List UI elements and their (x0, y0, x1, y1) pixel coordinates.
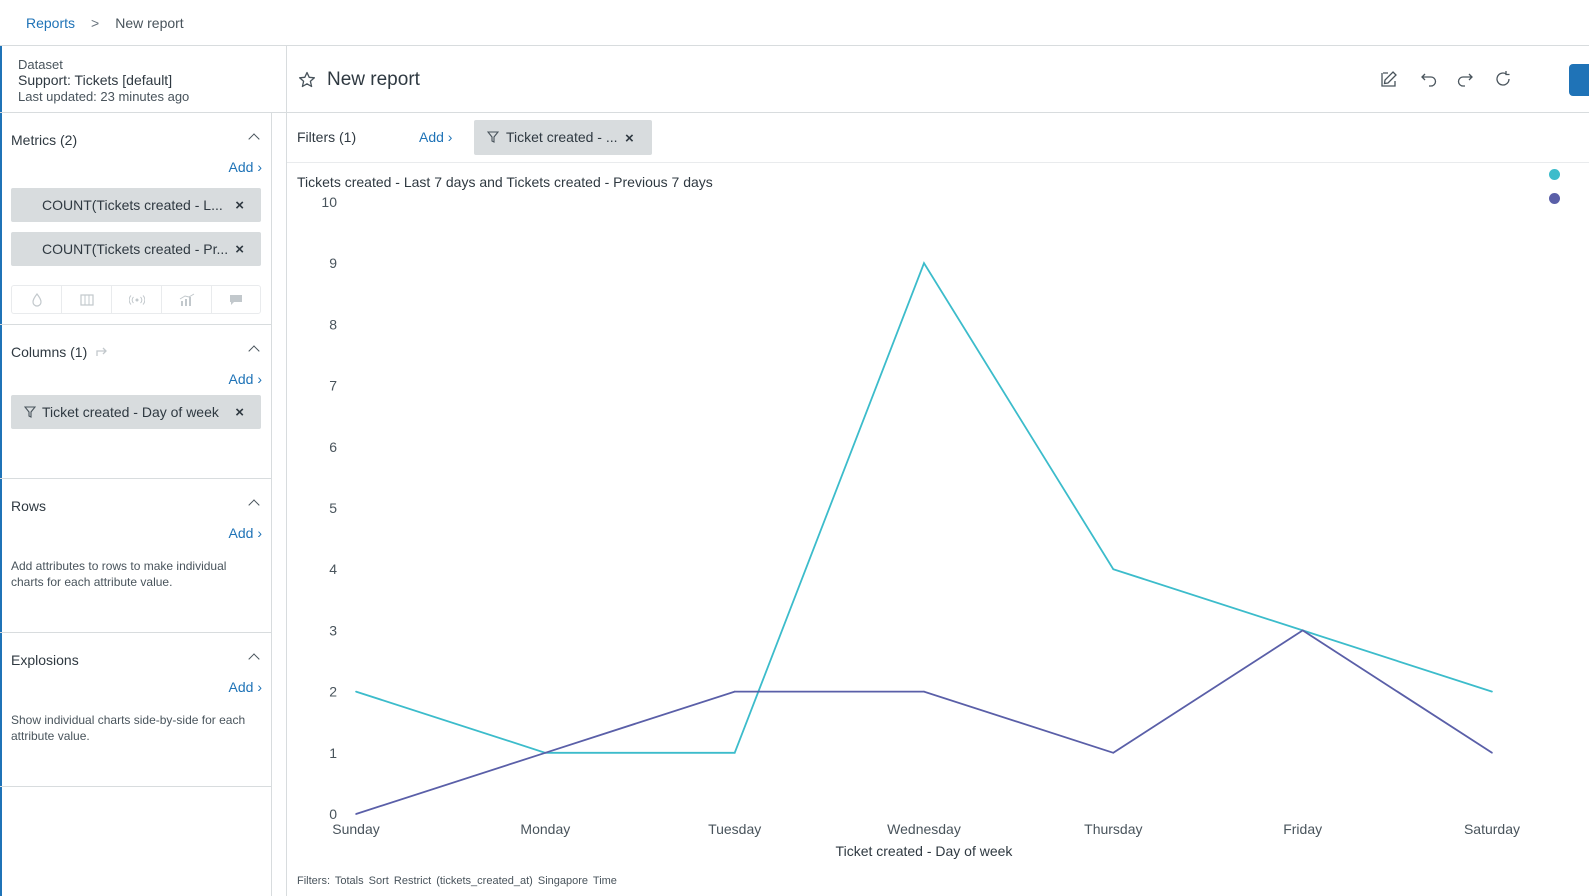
data-point (1491, 752, 1493, 754)
edit-icon[interactable] (1380, 70, 1398, 88)
breadcrumb-current: New report (115, 14, 184, 31)
columns-icon[interactable] (61, 285, 111, 314)
filter-pill-label: Ticket created - ... (506, 129, 618, 145)
x-tick-label: Friday (1283, 821, 1322, 837)
filters-bar: Filters (1) Add › Ticket created - ... × (287, 113, 1589, 163)
sidebar-divider (272, 113, 287, 896)
comment-icon[interactable] (211, 285, 261, 314)
y-tick-label: 1 (329, 745, 337, 761)
metric-pill-label: COUNT(Tickets created - Pr... (42, 241, 229, 257)
remove-icon[interactable]: × (235, 404, 244, 421)
y-tick-label: 4 (329, 561, 337, 577)
rows-add-button[interactable]: Add › (228, 525, 262, 541)
y-tick-label: 9 (329, 255, 337, 271)
chevron-up-icon[interactable] (248, 653, 260, 665)
filters-label: Filters (1) (297, 129, 357, 145)
metrics-panel: Metrics (2) Add › COUNT(Tickets created … (0, 113, 272, 325)
explosions-hint: Show individual charts side-by-side for … (11, 713, 246, 743)
save-button[interactable] (1569, 64, 1589, 96)
metric-tools (11, 285, 261, 314)
column-pill-1[interactable]: Ticket created - Day of week × (11, 395, 261, 429)
x-tick-label: Monday (520, 821, 570, 837)
y-tick-label: 2 (329, 684, 337, 700)
config-sidebar: Metrics (2) Add › COUNT(Tickets created … (0, 113, 272, 896)
x-tick-label: Sunday (332, 821, 379, 837)
x-tick-label: Tuesday (708, 821, 761, 837)
column-pill-label: Ticket created - Day of week (42, 404, 219, 420)
metric-pill-1[interactable]: COUNT(Tickets created - L... × (11, 188, 261, 222)
remove-icon[interactable]: × (235, 197, 244, 214)
breadcrumb-separator: > (91, 14, 100, 31)
left-accent-bar (0, 46, 2, 896)
chart-icon[interactable] (161, 285, 211, 314)
dataset-info[interactable]: Dataset Support: Tickets [default] Last … (0, 46, 287, 113)
series-line-1 (355, 261, 1493, 754)
explosions-add-button[interactable]: Add › (228, 679, 262, 695)
line-chart: 0 1 2 3 4 5 6 7 8 9 10 Sunday Monday Tuesday Wednesday… (321, 194, 1520, 859)
rows-panel: Rows Add › Add attributes to rows to mak… (0, 479, 272, 633)
data-point (355, 813, 357, 815)
undo-icon[interactable] (1420, 70, 1438, 88)
chevron-up-icon[interactable] (248, 499, 260, 511)
legend-series-1[interactable] (1549, 169, 1560, 180)
y-tick-label: 7 (329, 378, 337, 394)
x-tick-label: Thursday (1084, 821, 1142, 837)
redo-icon[interactable] (1456, 70, 1474, 88)
x-axis-label: Ticket created - Day of week (836, 843, 1014, 859)
columns-add-button[interactable]: Add › (228, 371, 262, 387)
report-header: New report (287, 46, 1589, 113)
filter-icon (487, 131, 499, 143)
x-tick-label: Wednesday (887, 821, 961, 837)
data-point (923, 690, 925, 693)
y-tick-label: 3 (329, 622, 337, 638)
data-point (733, 690, 736, 693)
chevron-up-icon[interactable] (248, 133, 260, 145)
signal-icon[interactable] (111, 285, 161, 314)
swap-icon[interactable] (95, 345, 109, 358)
report-title[interactable]: New report (327, 69, 420, 90)
x-tick-label: Saturday (1464, 821, 1520, 837)
legend-series-2[interactable] (1549, 193, 1560, 204)
breadcrumb-reports-link[interactable]: Reports (26, 14, 76, 31)
remove-icon[interactable]: × (235, 241, 244, 258)
data-point (1301, 629, 1304, 632)
refresh-icon[interactable] (1494, 70, 1512, 88)
metrics-add-button[interactable]: Add › (228, 159, 262, 175)
data-point (355, 690, 357, 693)
y-tick-label: 0 (329, 806, 337, 822)
filters-add-button[interactable]: Add › (419, 129, 453, 145)
columns-title: Columns (1) (11, 344, 109, 360)
dataset-label: Dataset (18, 57, 63, 72)
metric-pill-2[interactable]: COUNT(Tickets created - Pr... × (11, 232, 261, 266)
chart-title: Tickets created - Last 7 days and Ticket… (297, 174, 713, 190)
filter-icon (24, 406, 36, 418)
data-point (1112, 752, 1115, 754)
rows-title: Rows (11, 498, 47, 514)
y-tick-label: 5 (329, 500, 337, 516)
chevron-up-icon[interactable] (248, 345, 260, 357)
star-icon[interactable] (298, 71, 316, 89)
series-line-2 (355, 629, 1493, 815)
data-point (1112, 568, 1115, 570)
footer-bar: Filters: Totals Sort Restrict (tickets_c… (297, 875, 617, 887)
data-point (733, 752, 736, 754)
rows-hint: Add attributes to rows to make individua… (11, 559, 227, 589)
top-bar: Reports > New report (0, 0, 1589, 46)
explosions-panel: Explosions Add › Show individual charts … (0, 633, 272, 787)
dataset-name: Support: Tickets [default] (18, 72, 173, 88)
y-tick-label: 10 (321, 194, 337, 210)
drop-icon[interactable] (11, 285, 61, 314)
columns-panel: Columns (1) Add › Ticket created - Day o… (0, 325, 272, 479)
data-point (923, 262, 925, 264)
remove-icon[interactable]: × (625, 130, 634, 147)
metrics-title: Metrics (2) (11, 132, 78, 148)
data-point (544, 752, 547, 754)
data-point (1491, 690, 1493, 693)
metric-pill-label: COUNT(Tickets created - L... (42, 197, 223, 213)
filter-pill[interactable]: Ticket created - ... × (474, 120, 652, 155)
explosions-title: Explosions (11, 652, 79, 668)
y-tick-label: 8 (329, 316, 337, 332)
y-tick-label: 6 (329, 439, 337, 455)
dataset-updated: Last updated: 23 minutes ago (18, 89, 190, 104)
